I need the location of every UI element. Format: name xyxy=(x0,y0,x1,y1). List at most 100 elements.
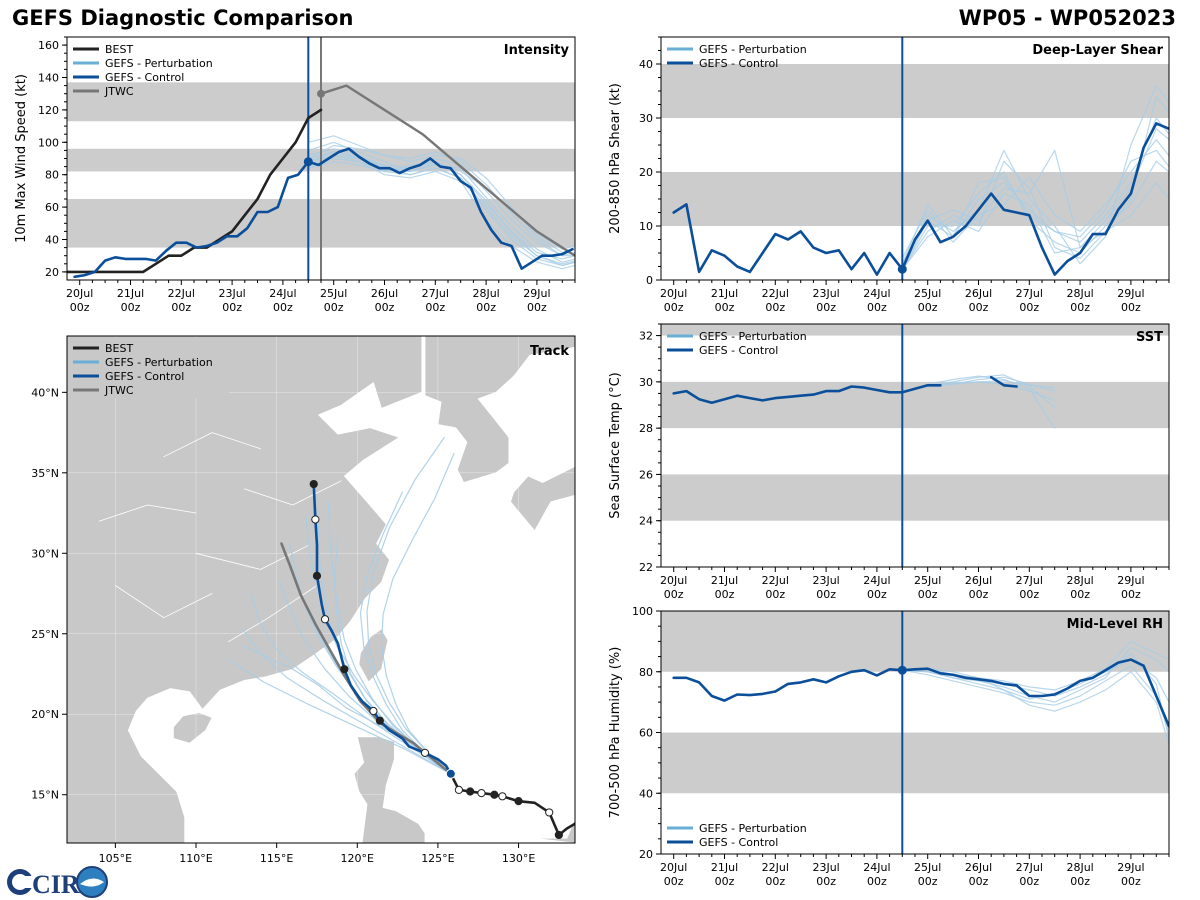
x-tick-label: 00z xyxy=(527,301,547,314)
x-tick-label: 27Jul xyxy=(422,287,449,300)
x-tick-label: 29Jul xyxy=(1117,287,1144,300)
x-tick-label: 00z xyxy=(664,875,684,888)
x-tick-label: 00z xyxy=(121,301,141,314)
x-tick-label: 00z xyxy=(867,301,887,314)
shading-band xyxy=(661,611,1169,672)
legend-label: GEFS - Perturbation xyxy=(699,822,807,835)
panel-sst-plot xyxy=(661,324,1169,567)
lat-tick-label: 20°N xyxy=(31,708,59,721)
control-track xyxy=(312,482,453,776)
lon-tick-label: 130°E xyxy=(502,852,535,865)
y-tick-label: 0 xyxy=(646,274,653,287)
x-tick-label: 00z xyxy=(70,301,90,314)
lat-tick-label: 35°N xyxy=(31,467,59,480)
x-tick-label: 00z xyxy=(816,588,836,601)
x-tick-label: 28Jul xyxy=(1066,287,1093,300)
lat-tick-label: 30°N xyxy=(31,547,59,560)
x-tick-label: 27Jul xyxy=(1016,287,1043,300)
x-tick-label: 22Jul xyxy=(762,574,789,587)
y-tick-label: 60 xyxy=(639,727,653,740)
x-tick-label: 20Jul xyxy=(660,287,687,300)
x-tick-label: 00z xyxy=(664,301,684,314)
y-axis-label: Sea Surface Temp (°C) xyxy=(608,372,623,519)
panel-title: Deep-Layer Shear xyxy=(1032,43,1163,58)
perturbation-line xyxy=(901,160,1169,270)
x-tick-label: 29Jul xyxy=(1117,574,1144,587)
x-tick-label: 20Jul xyxy=(66,287,93,300)
luzon xyxy=(353,736,426,843)
x-tick-label: 24Jul xyxy=(269,287,296,300)
panel-title: Track xyxy=(530,344,569,359)
x-tick-label: 00z xyxy=(1070,301,1090,314)
control-line xyxy=(672,122,1169,276)
y-tick-label: 24 xyxy=(639,515,653,528)
x-tick-label: 00z xyxy=(171,301,191,314)
y-tick-label: 120 xyxy=(38,104,59,117)
panel-shear-plot xyxy=(661,37,1169,280)
y-axis-label: 10m Max Wind Speed (kt) xyxy=(14,74,29,243)
control-line xyxy=(672,383,942,405)
province-border xyxy=(195,544,310,570)
legend-label: GEFS - Control xyxy=(105,71,184,84)
x-tick-label: 00z xyxy=(867,588,887,601)
y-tick-label: 20 xyxy=(45,266,59,279)
perturbation-track xyxy=(359,491,452,775)
perturbation-line xyxy=(901,665,1169,734)
province-border xyxy=(115,585,213,619)
shading-band xyxy=(661,64,1169,118)
x-tick-label: 00z xyxy=(1121,588,1141,601)
x-tick-label: 00z xyxy=(664,588,684,601)
x-tick-label: 25Jul xyxy=(914,574,941,587)
lon-tick-label: 115°E xyxy=(260,852,293,865)
x-tick-label: 21Jul xyxy=(117,287,144,300)
x-tick-label: 00z xyxy=(375,301,395,314)
x-tick-label: 23Jul xyxy=(812,287,839,300)
x-tick-label: 22Jul xyxy=(168,287,195,300)
x-tick-label: 00z xyxy=(918,301,938,314)
x-tick-label: 00z xyxy=(969,301,989,314)
jtwc-track xyxy=(280,542,453,776)
x-tick-label: 25Jul xyxy=(914,861,941,874)
x-tick-label: 28Jul xyxy=(1066,574,1093,587)
shading-band xyxy=(661,732,1169,794)
y-tick-label: 22 xyxy=(639,561,653,574)
legend-label: GEFS - Control xyxy=(699,344,778,357)
legend-label: BEST xyxy=(105,342,133,355)
x-tick-label: 00z xyxy=(1019,301,1039,314)
x-tick-label: 00z xyxy=(765,301,785,314)
x-tick-label: 29Jul xyxy=(523,287,550,300)
panel-intensity-plot xyxy=(67,37,575,280)
y-tick-label: 160 xyxy=(38,39,59,52)
control-init-marker xyxy=(303,157,313,167)
cira-logo: CIRA xyxy=(7,866,108,898)
x-tick-label: 24Jul xyxy=(863,574,890,587)
x-tick-label: 21Jul xyxy=(711,574,738,587)
perturbation-line xyxy=(901,149,1169,270)
best-track-marker xyxy=(554,830,563,840)
control-line xyxy=(672,658,1169,728)
y-tick-label: 100 xyxy=(38,136,59,149)
y-tick-label: 28 xyxy=(639,422,653,435)
perturbation-line xyxy=(901,668,1169,746)
x-tick-label: 26Jul xyxy=(371,287,398,300)
x-tick-label: 24Jul xyxy=(863,861,890,874)
best-track-marker xyxy=(454,785,463,794)
y-axis-label: 200-850 hPa Shear (kt) xyxy=(608,83,623,234)
x-tick-label: 00z xyxy=(816,301,836,314)
panel-rh-plot xyxy=(661,611,1169,854)
y-tick-label: 80 xyxy=(45,169,59,182)
lat-tick-label: 15°N xyxy=(31,789,59,802)
track-map-plot xyxy=(67,336,575,843)
control-track-marker xyxy=(311,515,320,524)
control-track-marker xyxy=(420,748,430,757)
y-tick-label: 40 xyxy=(639,58,653,71)
x-tick-label: 00z xyxy=(1070,875,1090,888)
x-tick-label: 27Jul xyxy=(1016,574,1043,587)
x-tick-label: 25Jul xyxy=(320,287,347,300)
best-track-marker xyxy=(466,787,475,796)
province-border xyxy=(243,480,342,506)
x-tick-label: 00z xyxy=(1121,301,1141,314)
perturbation-track xyxy=(243,645,452,775)
x-tick-label: 00z xyxy=(816,875,836,888)
lat-tick-label: 25°N xyxy=(31,628,59,641)
